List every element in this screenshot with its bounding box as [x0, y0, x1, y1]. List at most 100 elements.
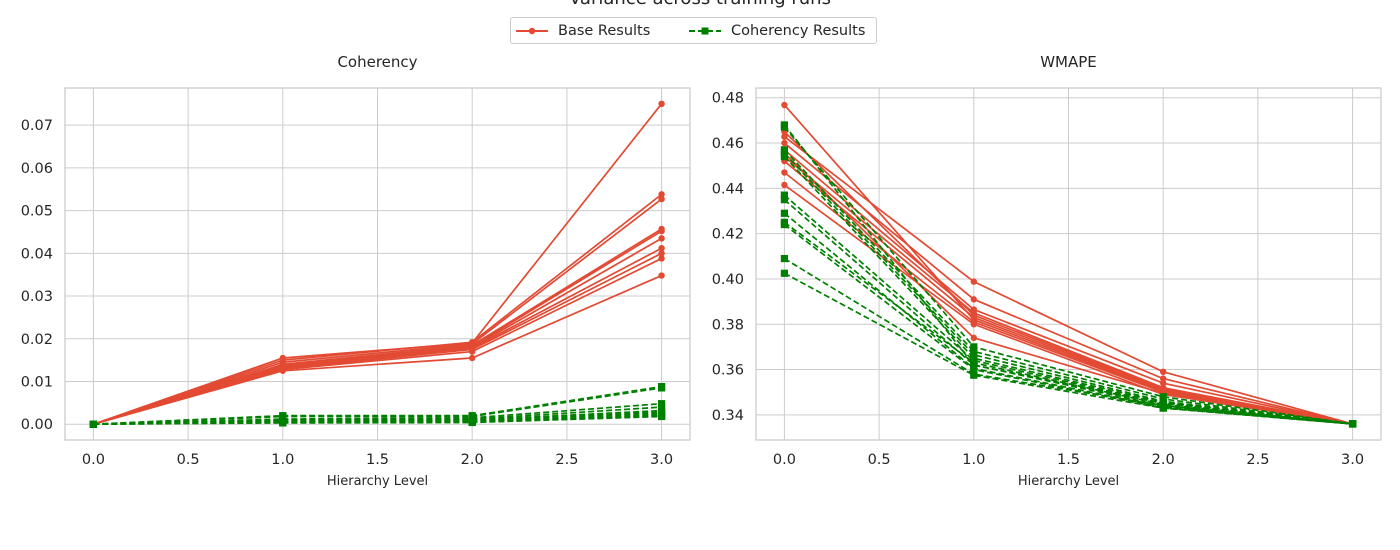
coherency-data-point — [780, 196, 789, 204]
legend-label-base: Base Results — [558, 23, 651, 39]
coherency-data-point — [780, 153, 789, 161]
legend-item-coherency: Coherency Results — [688, 22, 865, 40]
base-data-point — [970, 311, 978, 319]
base-data-point — [468, 354, 476, 362]
coherency-data-point — [1159, 404, 1167, 412]
y-tick-label: 0.05 — [21, 204, 53, 220]
base-data-point — [658, 235, 665, 242]
coherency-series-line — [783, 223, 1353, 425]
base-series-line — [93, 274, 662, 426]
coherency-series-line — [93, 415, 662, 426]
coherency-data-point — [780, 209, 789, 217]
coherency-data-point — [970, 343, 978, 351]
legend-item-base: Base Results — [515, 22, 650, 40]
y-tick-label: 0.44 — [712, 181, 744, 197]
base-data-point — [658, 195, 665, 203]
y-tick-label: 0.42 — [712, 227, 744, 243]
coherency-data-point — [780, 191, 789, 199]
base-data-point — [658, 244, 665, 252]
x-tick-label: 2.0 — [1152, 452, 1175, 468]
y-tick-label: 0.48 — [712, 91, 744, 107]
base-data-point — [468, 348, 476, 355]
y-tick-label: 0.07 — [21, 118, 53, 134]
y-tick-label: 0.00 — [21, 417, 53, 433]
coherency-series-line — [783, 149, 1353, 425]
x-tick-label: 0.5 — [868, 452, 891, 468]
y-tick-label: 0.03 — [21, 289, 53, 305]
subplot-title: Coherency — [337, 53, 417, 71]
coherency-series-line — [783, 126, 1353, 425]
y-tick-label: 0.36 — [712, 363, 744, 379]
coherency-data-point — [657, 384, 666, 392]
base-data-point — [658, 191, 665, 198]
y-tick-label: 0.40 — [712, 272, 744, 288]
coherency-data-point — [780, 220, 789, 229]
x-tick-label: 2.0 — [461, 452, 484, 468]
base-data-point — [1159, 368, 1167, 376]
coherency-series-line — [93, 387, 662, 426]
base-series-line — [783, 142, 1353, 425]
legend-label-coherency: Coherency Results — [731, 23, 866, 39]
base-data-point — [279, 367, 287, 374]
base-data-point — [658, 272, 665, 279]
coherency-data-point — [468, 418, 476, 427]
y-tick-label: 0.06 — [21, 161, 53, 177]
coherency-data-point — [279, 419, 287, 427]
coherency-series-line — [784, 272, 1353, 425]
base-data-point — [1159, 375, 1167, 382]
x-tick-label: 1.0 — [962, 452, 985, 468]
base-data-point — [970, 321, 978, 328]
plot-frame — [64, 87, 691, 441]
coherency-data-point — [970, 359, 978, 367]
coherency-series-line — [783, 152, 1353, 425]
base-data-point — [781, 101, 788, 109]
coherency-series-line — [783, 156, 1353, 425]
legend-swatch-coherency — [689, 27, 721, 35]
x-tick-label: 1.0 — [271, 452, 294, 468]
coherency-data-point — [780, 254, 789, 263]
y-tick-label: 0.46 — [712, 136, 744, 152]
base-data-point — [781, 133, 788, 140]
base-data-point — [970, 278, 978, 285]
coherency-data-point — [657, 412, 666, 421]
figure-title: Variance across training runs — [0, 0, 1400, 9]
x-axis-label: Hierarchy Level — [1018, 474, 1119, 489]
coherency-data-point — [970, 365, 978, 374]
x-tick-label: 0.0 — [82, 452, 105, 468]
base-series-line — [783, 149, 1353, 425]
x-tick-label: 3.0 — [650, 452, 673, 468]
y-tick-label: 0.02 — [21, 332, 53, 348]
coherency-data-point — [970, 371, 978, 379]
coherency-data-point — [1348, 420, 1357, 428]
coherency-data-point — [89, 420, 98, 428]
base-series-line — [93, 198, 663, 426]
coherency-series-line — [783, 257, 1353, 425]
y-tick-label: 0.38 — [712, 317, 744, 333]
y-tick-label: 0.34 — [712, 408, 744, 424]
base-data-point — [781, 181, 788, 189]
coherency-data-point — [780, 269, 789, 277]
y-tick-label: 0.04 — [21, 246, 53, 262]
x-tick-label: 1.5 — [366, 452, 389, 468]
legend: Base Results Coherency Results — [510, 17, 877, 44]
subplot-2: 0.0 0.5 1.0 1.5 2.0 2.5 3.0 0.34 0.36 0.38 0.40 0.4… — [712, 53, 1382, 489]
x-tick-label: 0.0 — [773, 452, 796, 468]
x-axis-label: Hierarchy Level — [327, 474, 428, 489]
base-series-line — [93, 193, 663, 425]
x-tick-label: 0.5 — [177, 452, 200, 468]
subplot-1: 0.0 0.5 1.0 1.5 2.0 2.5 3.0 0.00 0.01 0.02 0.03 0.0… — [21, 53, 691, 489]
base-data-point — [1159, 379, 1167, 387]
base-data-point — [970, 296, 978, 303]
legend-swatch-base — [516, 27, 548, 35]
base-data-point — [658, 227, 665, 235]
x-tick-label: 1.5 — [1057, 452, 1080, 468]
x-tick-label: 3.0 — [1341, 452, 1364, 468]
base-data-point — [781, 169, 788, 176]
x-tick-label: 2.5 — [555, 452, 578, 468]
plot-frame — [755, 87, 1382, 441]
x-tick-label: 2.5 — [1246, 452, 1269, 468]
coherency-data-point — [780, 123, 789, 131]
base-data-point — [970, 334, 978, 342]
base-series-line — [783, 131, 1353, 425]
